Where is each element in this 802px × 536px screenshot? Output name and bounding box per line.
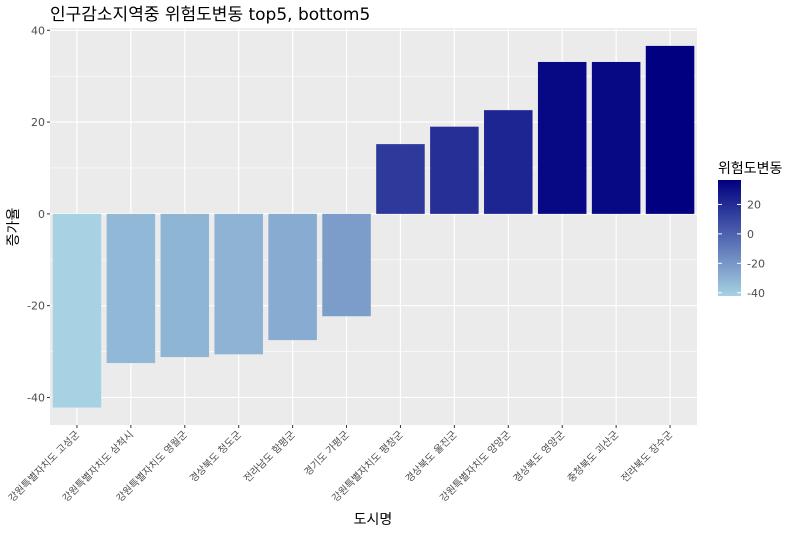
x-tick-label: 경상북도 영양군	[510, 428, 567, 485]
legend-ticks: -40 -20 0 20	[718, 198, 765, 300]
bar	[322, 213, 371, 317]
bar	[591, 61, 641, 214]
y-tick-label: 0	[38, 208, 45, 221]
x-tick-label: 경상북도 청도군	[187, 428, 244, 485]
x-tick-label: 전라북도 장수군	[619, 429, 675, 485]
y-tick-label: -20	[27, 300, 45, 313]
x-axis-title: 도시명	[354, 512, 393, 528]
bar	[52, 213, 102, 408]
legend-tick-label: -20	[747, 257, 765, 270]
y-tick-label: 40	[31, 24, 45, 37]
legend-tick-label: -40	[747, 287, 765, 300]
x-tick-label: 전라남도 함평군	[241, 429, 297, 485]
chart-title: 인구감소지역중 위험도변동 top5, bottom5	[50, 5, 370, 25]
bar	[106, 213, 156, 364]
legend-tick-label: 20	[747, 198, 761, 211]
legend-title: 위험도변동	[718, 161, 783, 177]
bars	[52, 45, 695, 408]
bar	[160, 213, 210, 358]
bar	[430, 126, 479, 214]
y-tick-label: 20	[31, 116, 45, 129]
plot-panel	[50, 28, 697, 425]
y-axis-ticks: -40 -20 0 20 40	[27, 24, 50, 404]
x-tick-label: 경상북도 울진군	[403, 428, 460, 485]
x-tick-label: 충청북도 괴산군	[565, 429, 621, 485]
x-tick-label: 경기도 가평군	[301, 428, 351, 478]
bar	[214, 213, 263, 355]
bar	[484, 110, 533, 214]
y-axis-title: 증가율	[6, 208, 22, 247]
legend-tick-label: 0	[747, 228, 754, 241]
bar	[376, 144, 425, 214]
legend-colorbar	[718, 180, 741, 296]
bar	[537, 61, 587, 214]
bar	[645, 45, 695, 214]
legend: 위험도변동 -40 -20 0 20	[718, 161, 783, 300]
bar	[268, 213, 317, 341]
y-tick-label: -40	[27, 391, 45, 404]
